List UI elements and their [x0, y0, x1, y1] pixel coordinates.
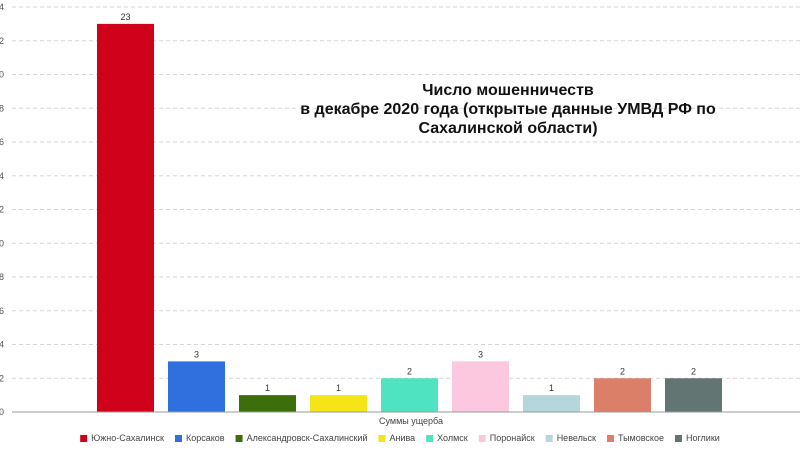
- y-tick-label: 24: [0, 2, 4, 12]
- y-tick-label: 10: [0, 238, 4, 248]
- legend-swatch: [426, 435, 434, 442]
- bar: [452, 361, 509, 412]
- bar-value-label: 1: [336, 383, 341, 393]
- legend-label: Александровск-Сахалинский: [247, 433, 368, 443]
- bar: [594, 378, 651, 412]
- bar-value-label: 2: [691, 366, 696, 376]
- legend-swatch: [545, 435, 553, 442]
- y-tick-label: 14: [0, 171, 4, 181]
- legend-label: Южно-Сахалинск: [91, 433, 164, 443]
- chart-title-line-2: в декабре 2020 года (открытые данные УМВ…: [300, 101, 716, 118]
- legend-swatch: [606, 435, 614, 442]
- y-tick-label: 4: [0, 340, 4, 350]
- chart-title-line-3: Сахалинской области): [418, 120, 597, 137]
- bar-value-label: 1: [549, 383, 554, 393]
- legend-swatch: [235, 435, 243, 442]
- legend-label: Анива: [389, 433, 415, 443]
- y-tick-label: 16: [0, 137, 4, 147]
- legend-label: Холмск: [437, 433, 468, 443]
- y-tick-label: 6: [0, 306, 4, 316]
- legend-swatch: [674, 435, 682, 442]
- chart-title-line-1: Число мошенничеств: [422, 82, 594, 99]
- y-tick-label: 0: [0, 407, 4, 417]
- legend-swatch: [478, 435, 486, 442]
- legend-swatch: [80, 435, 88, 442]
- y-tick-label: 2: [0, 373, 4, 383]
- grid: [12, 6, 800, 379]
- y-tick-label: 18: [0, 103, 4, 113]
- legend-label: Поронайск: [490, 433, 535, 443]
- bar: [168, 361, 225, 412]
- legend-label: Корсаков: [186, 433, 225, 443]
- legend-label: Ноглики: [686, 433, 720, 443]
- bar-value-label: 2: [620, 366, 625, 376]
- bar: [665, 378, 722, 412]
- bars: [97, 23, 722, 412]
- bar-value-label: 2: [407, 366, 412, 376]
- legend-label: Тымовское: [618, 433, 664, 443]
- legend-swatch: [174, 435, 182, 442]
- y-tick-label: 20: [0, 70, 4, 80]
- bar-value-label: 23: [120, 12, 130, 22]
- y-tick-label: 12: [0, 205, 4, 215]
- y-axis-ticks: 024681012141618202224: [0, 2, 4, 417]
- bar: [97, 23, 154, 412]
- bar-value-label: 3: [194, 349, 199, 359]
- legend-label: Невельск: [557, 433, 596, 443]
- y-tick-label: 8: [0, 272, 4, 282]
- bar-value-label: 3: [478, 349, 483, 359]
- legend: Южно-Сахалинск Корсаков Александровск-Саха…: [80, 433, 720, 443]
- bar: [523, 395, 580, 412]
- bar: [310, 395, 367, 412]
- x-axis-title: Суммы ущерба: [379, 416, 443, 426]
- bar: [381, 378, 438, 412]
- bar: [239, 395, 296, 412]
- y-tick-label: 22: [0, 36, 4, 46]
- legend-swatch: [378, 435, 386, 442]
- bar-value-label: 1: [265, 383, 270, 393]
